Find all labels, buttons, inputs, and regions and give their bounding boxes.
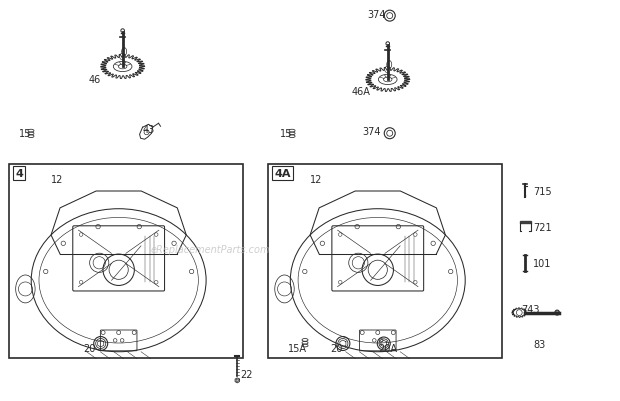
Text: 4A: 4A	[274, 169, 291, 179]
Text: 4: 4	[15, 169, 23, 179]
Text: 15A: 15A	[288, 344, 307, 354]
Text: 20: 20	[330, 344, 342, 354]
Text: 101: 101	[533, 258, 552, 268]
Polygon shape	[520, 222, 531, 224]
Text: 15: 15	[280, 129, 293, 139]
Text: 20: 20	[83, 344, 95, 354]
Text: 46: 46	[89, 75, 101, 85]
Text: eReplacementParts.com: eReplacementParts.com	[151, 244, 270, 254]
Circle shape	[121, 30, 125, 33]
Text: 721: 721	[533, 222, 552, 232]
Bar	[268, 165, 502, 358]
Text: 12: 12	[51, 175, 63, 184]
Text: 374: 374	[362, 127, 380, 137]
Text: 12: 12	[310, 175, 322, 184]
Text: 743: 743	[521, 304, 540, 314]
Text: 22: 22	[240, 369, 253, 379]
Bar	[9, 165, 243, 358]
Text: 46A: 46A	[352, 87, 371, 97]
Text: 374: 374	[368, 10, 386, 20]
Text: 43: 43	[143, 125, 155, 135]
Text: 715: 715	[533, 186, 552, 196]
Text: 15: 15	[19, 129, 32, 139]
Text: 83: 83	[533, 340, 546, 350]
Text: 20A: 20A	[378, 344, 397, 354]
Circle shape	[386, 43, 389, 46]
